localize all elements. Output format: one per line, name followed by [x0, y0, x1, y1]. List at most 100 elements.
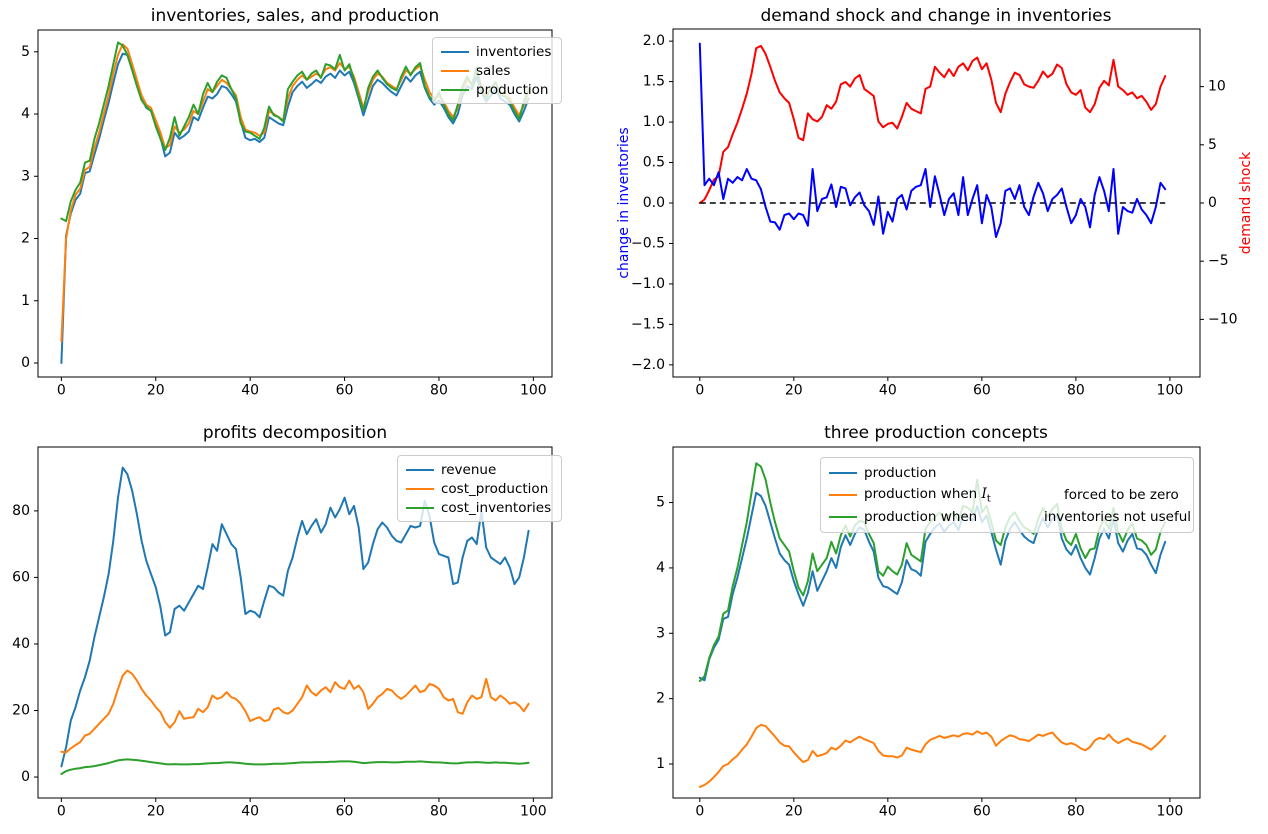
y-tick-label: 80 [12, 503, 30, 519]
x-tick-label: 60 [336, 383, 354, 399]
legend-label-suffix: forced to be zero [1064, 487, 1179, 503]
y-tick-label: 40 [12, 636, 30, 652]
y-tick-label: 3 [21, 168, 30, 184]
legend-line-sample [406, 468, 434, 471]
legend-line-sample [441, 88, 469, 91]
chart-title-three-production-concepts: three production concepts [824, 423, 1048, 443]
x-tick-label: 0 [57, 804, 66, 820]
series-production-when-it-forced-to-be-zero [698, 723, 1167, 788]
legend-line-sample [829, 516, 857, 518]
y-tick-label: 0.5 [643, 155, 665, 171]
y-axis-label-change-in-inventories: change in inventories [616, 127, 632, 279]
legend-label-suffix: inventories not useful [1044, 509, 1191, 525]
legend-line-sample [441, 69, 469, 72]
y-tick-label: 60 [12, 569, 30, 585]
x-tick-label: 20 [147, 383, 165, 399]
x-tick-label: 40 [241, 383, 259, 399]
chart-title-profits-decomposition: profits decomposition [202, 423, 388, 443]
x-tick-label: 40 [241, 804, 259, 820]
y-tick-label-right: 5 [1208, 137, 1217, 153]
series-demand-shock [698, 44, 1167, 204]
axes-spines [37, 446, 553, 799]
series-change-in-inventories [698, 42, 1167, 238]
y-tick-label: 2.0 [643, 33, 665, 49]
legend-label: production when It [864, 486, 991, 505]
y-tick-label: −1.0 [631, 276, 665, 292]
y-tick-label: 1.0 [643, 114, 665, 130]
y-tick-label: 1.5 [643, 74, 665, 90]
math-subscript: t [986, 493, 991, 505]
y-tick-label: 3 [656, 625, 665, 641]
y-axis-label-demand-shock: demand shock [1238, 151, 1254, 255]
series-cost-production [60, 669, 530, 754]
y-tick-label: −0.5 [631, 235, 665, 251]
legend-entry: inventories [441, 42, 553, 61]
legend-profits-decomposition: revenue cost_production cost_inventories [397, 455, 562, 522]
series-cost-inventories [60, 758, 530, 775]
legend-entry: production when inventories not useful [829, 506, 1191, 528]
legend-label: production when [864, 509, 978, 525]
legend-label: sales [476, 62, 511, 79]
legend-label-prefix: production when [864, 485, 982, 502]
legend-entry: cost_inventories [406, 498, 553, 517]
axes-spines [37, 29, 553, 378]
legend-label: cost_production [441, 480, 549, 497]
y-tick-label: 20 [12, 702, 30, 718]
series-revenue [60, 466, 530, 768]
x-tick-label: 80 [1067, 804, 1085, 820]
x-tick-label: 80 [430, 804, 448, 820]
legend-line-sample [406, 506, 434, 509]
x-tick-label: 20 [785, 804, 803, 820]
legend-entry: production when It forced to be zero [829, 484, 1185, 506]
legend-entry: production [829, 462, 1185, 484]
y-tick-label-right: 10 [1208, 79, 1226, 95]
x-tick-label: 100 [1157, 383, 1184, 399]
legend-line-sample [829, 494, 857, 496]
legend-label: cost_inventories [441, 499, 552, 516]
legend-label: production [476, 81, 549, 98]
x-tick-label: 80 [430, 383, 448, 399]
x-tick-label: 0 [695, 383, 704, 399]
legend-line-sample [406, 487, 434, 490]
y-tick-label: 2 [21, 231, 30, 247]
y-tick-label: 0 [21, 355, 30, 371]
legend-label: revenue [441, 461, 497, 478]
y-tick-label-right: 0 [1208, 195, 1217, 211]
y-tick-label-right: −10 [1208, 311, 1238, 327]
legend-label: production [864, 465, 937, 481]
x-tick-label: 0 [695, 804, 704, 820]
legend-entry: revenue [406, 460, 553, 479]
y-tick-label: 5 [21, 44, 30, 60]
legend-entry: cost_production [406, 479, 553, 498]
x-tick-label: 80 [1067, 383, 1085, 399]
x-tick-label: 100 [520, 804, 547, 820]
x-tick-label: 100 [1157, 804, 1184, 820]
y-tick-label-right: −5 [1208, 253, 1229, 269]
x-tick-label: 60 [973, 804, 991, 820]
legend-entry: sales [441, 61, 553, 80]
legend-three-production-concepts: production production when It forced to … [820, 457, 1194, 533]
chart-title-demand-shock: demand shock and change in inventories [760, 6, 1112, 26]
legend-inventories-sales-production: inventories sales production [432, 37, 562, 104]
legend-label: inventories [476, 43, 552, 60]
y-tick-label: 0 [21, 769, 30, 785]
y-tick-label: 5 [656, 495, 665, 511]
x-tick-label: 0 [57, 383, 66, 399]
legend-line-sample [829, 472, 857, 474]
x-tick-label: 60 [973, 383, 991, 399]
x-tick-label: 20 [785, 383, 803, 399]
legend-entry: production [441, 80, 553, 99]
math-variable: I [981, 485, 987, 502]
axes-spines [672, 446, 1201, 799]
y-tick-label: 1 [21, 293, 30, 309]
x-tick-label: 60 [336, 804, 354, 820]
y-tick-label: 4 [656, 560, 665, 576]
y-tick-label: 0.0 [643, 195, 665, 211]
y-tick-label: −2.0 [631, 357, 665, 373]
x-tick-label: 40 [879, 383, 897, 399]
series-sales [60, 43, 530, 343]
legend-line-sample [441, 50, 469, 53]
chart-title-inventories-sales-production: inventories, sales, and production [150, 6, 440, 26]
